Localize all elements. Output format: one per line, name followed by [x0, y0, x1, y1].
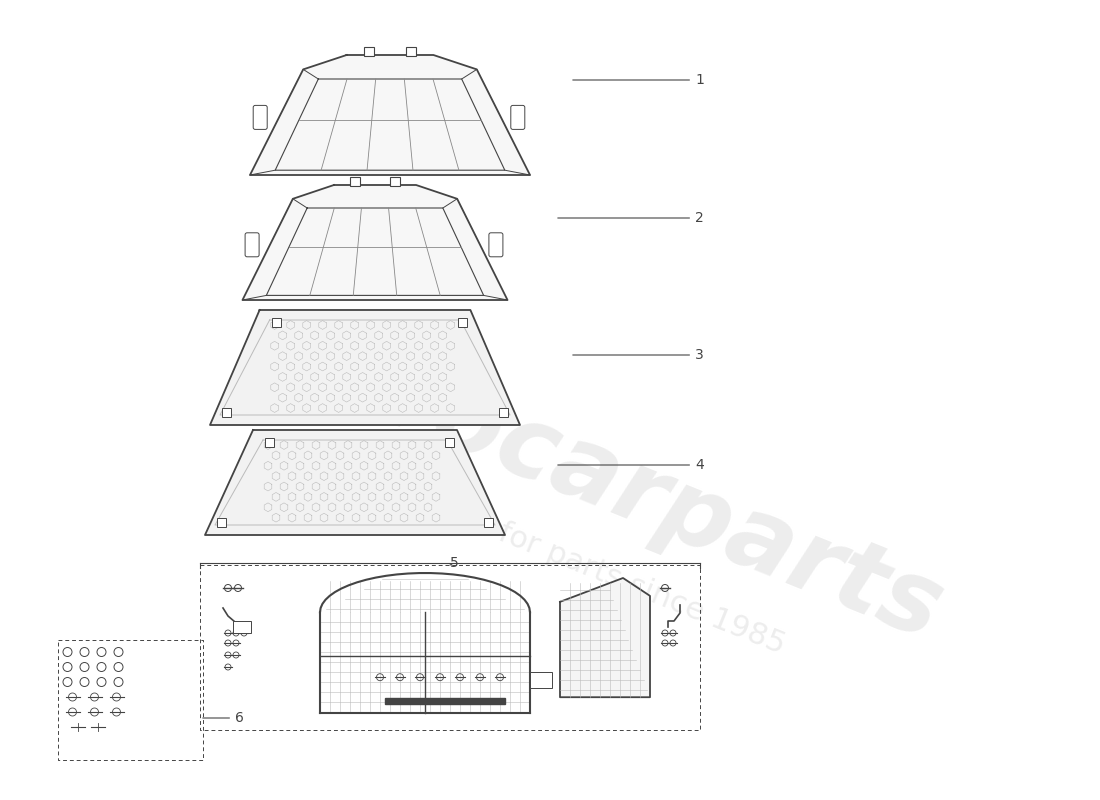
Polygon shape: [205, 430, 505, 535]
FancyBboxPatch shape: [446, 438, 454, 447]
Polygon shape: [560, 578, 650, 698]
FancyBboxPatch shape: [253, 106, 267, 130]
Text: 5: 5: [450, 556, 459, 570]
FancyBboxPatch shape: [389, 177, 399, 186]
Text: 1: 1: [573, 73, 704, 87]
FancyBboxPatch shape: [499, 408, 508, 417]
FancyBboxPatch shape: [406, 47, 416, 56]
FancyBboxPatch shape: [459, 318, 468, 327]
Text: 6: 6: [202, 711, 244, 725]
Polygon shape: [385, 698, 505, 704]
FancyBboxPatch shape: [488, 233, 503, 257]
FancyBboxPatch shape: [484, 518, 493, 527]
Text: 4: 4: [558, 458, 704, 472]
Text: 3: 3: [573, 348, 704, 362]
Polygon shape: [210, 310, 520, 425]
FancyBboxPatch shape: [265, 438, 274, 447]
FancyBboxPatch shape: [350, 177, 361, 186]
FancyBboxPatch shape: [272, 318, 280, 327]
Polygon shape: [250, 55, 530, 175]
Text: eurocarparts: eurocarparts: [244, 298, 956, 662]
Polygon shape: [242, 185, 507, 300]
FancyBboxPatch shape: [364, 47, 374, 56]
FancyBboxPatch shape: [245, 233, 260, 257]
FancyBboxPatch shape: [510, 106, 525, 130]
Text: a passion for parts since 1985: a passion for parts since 1985: [351, 460, 789, 660]
Text: 2: 2: [558, 211, 704, 225]
FancyBboxPatch shape: [222, 408, 231, 417]
FancyBboxPatch shape: [530, 672, 552, 688]
FancyBboxPatch shape: [233, 621, 251, 633]
FancyBboxPatch shape: [217, 518, 226, 527]
